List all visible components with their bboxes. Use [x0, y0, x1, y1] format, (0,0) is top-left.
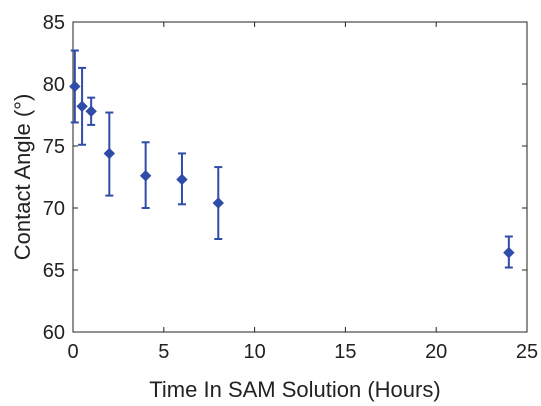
data-point-marker — [139, 170, 152, 182]
data-point-marker — [85, 105, 97, 117]
x-tick-label: 10 — [243, 341, 265, 363]
axes-frame — [72, 21, 528, 333]
y-tick-label: 85 — [43, 12, 65, 34]
data-point-marker — [503, 246, 515, 259]
data-point-group — [103, 111, 116, 197]
x-tick-label: 5 — [158, 341, 169, 363]
x-tick-label: 0 — [67, 341, 78, 363]
y-axis-label: Contact Angle (°) — [10, 94, 35, 261]
y-tick-label: 70 — [43, 198, 65, 220]
data-point-group — [85, 96, 97, 126]
x-axis-label: Time In SAM Solution (Hours) — [149, 377, 440, 402]
axis-ticks: 0 5 10 15 20 25 60 65 70 75 80 85 — [43, 12, 538, 363]
data-point-group — [503, 235, 515, 269]
plot-frame — [72, 21, 528, 333]
y-tick-label: 80 — [43, 74, 65, 96]
data-point-marker — [212, 197, 224, 209]
y-tick-label: 60 — [43, 322, 65, 344]
data-point-marker — [103, 147, 116, 160]
y-tick-label: 65 — [43, 260, 65, 282]
data-point-marker — [176, 173, 188, 186]
data-point-group — [212, 166, 224, 240]
data-marks — [69, 49, 515, 269]
x-tick-label: 20 — [425, 341, 447, 363]
data-point-marker — [69, 80, 81, 93]
data-point-group — [69, 49, 81, 124]
data-point-group — [139, 141, 152, 209]
data-point-group — [76, 66, 88, 146]
y-tick-label: 75 — [43, 136, 65, 158]
data-point-group — [176, 152, 188, 206]
x-tick-label: 15 — [334, 341, 356, 363]
data-point-marker — [76, 100, 88, 113]
x-tick-label: 25 — [516, 341, 538, 363]
